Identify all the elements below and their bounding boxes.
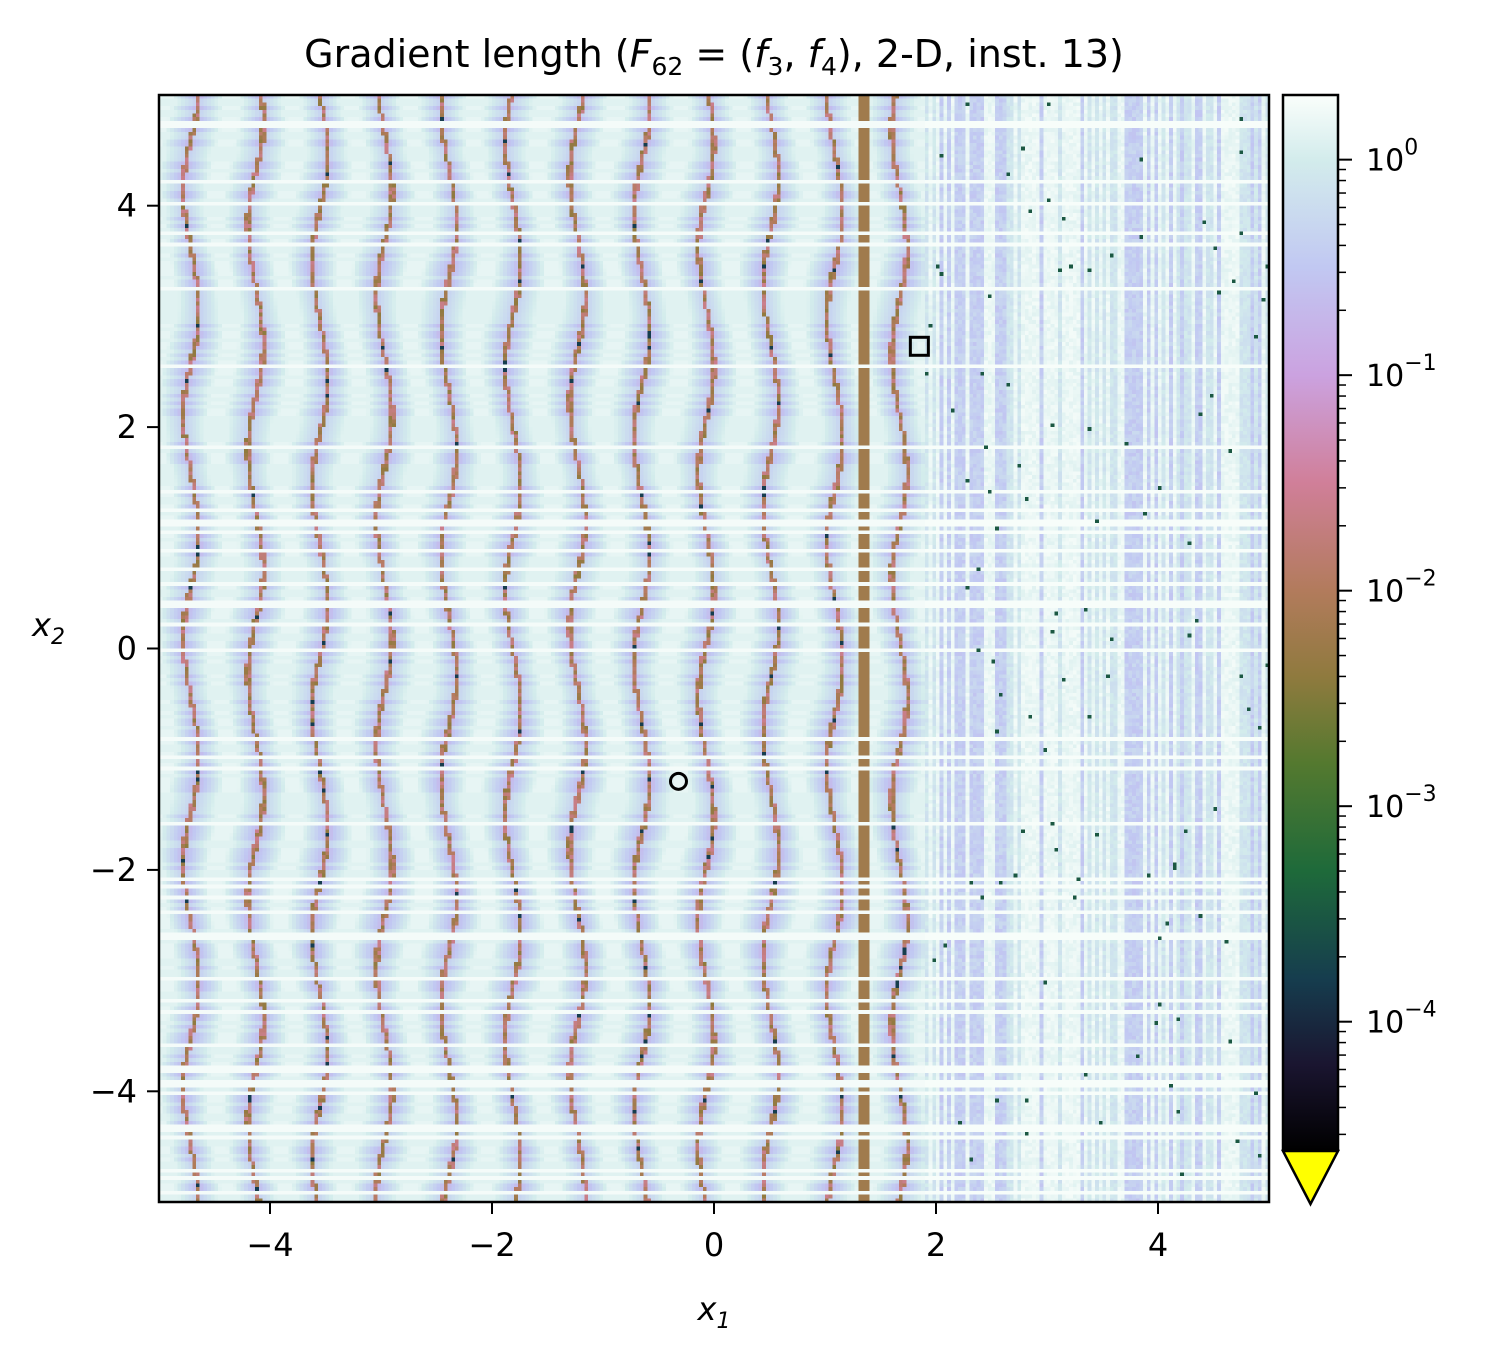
heatmap-image (159, 95, 1269, 1202)
square-marker (908, 335, 930, 357)
y-tick-label: −2 (90, 851, 137, 889)
markers (668, 335, 930, 791)
x-tick-label: −4 (246, 1226, 293, 1264)
colorbar-fill (1283, 95, 1338, 1151)
y-tick-label: −4 (90, 1072, 137, 1110)
x-tick-label: −2 (468, 1226, 515, 1264)
x-tick-label: 4 (1148, 1226, 1168, 1264)
circle-marker (668, 771, 688, 791)
colorbar-frame (1281, 93, 1340, 1151)
chart-title: Gradient length (F62 = (f3, f4), 2-D, in… (304, 32, 1124, 81)
colorbar-ticks: 100 10−1 10−2 10−3 10−4 (1338, 136, 1437, 1136)
colorbar-tick-label: 100 (1366, 136, 1418, 179)
x-axis-label: x1 (697, 1290, 731, 1334)
colorbar-tick-label: 10−4 (1366, 998, 1437, 1041)
y-axis-label: x2 (31, 606, 65, 650)
heatmap (159, 95, 1269, 1202)
x-tick-label: 0 (704, 1226, 724, 1264)
y-tick-label: 0 (117, 630, 137, 668)
y-tick-label: 4 (117, 187, 137, 225)
colorbar-tick-label: 10−3 (1366, 782, 1437, 825)
x-tick-label: 2 (926, 1226, 946, 1264)
y-axis: −4 −2 0 2 4 (90, 187, 159, 1110)
colorbar-extend-min (1280, 1149, 1341, 1207)
x-axis: −4 −2 0 2 4 (246, 1202, 1168, 1264)
y-tick-label: 2 (117, 408, 137, 446)
colorbar-tick-label: 10−2 (1366, 567, 1437, 610)
colorbar-tick-label: 10−1 (1366, 351, 1437, 394)
